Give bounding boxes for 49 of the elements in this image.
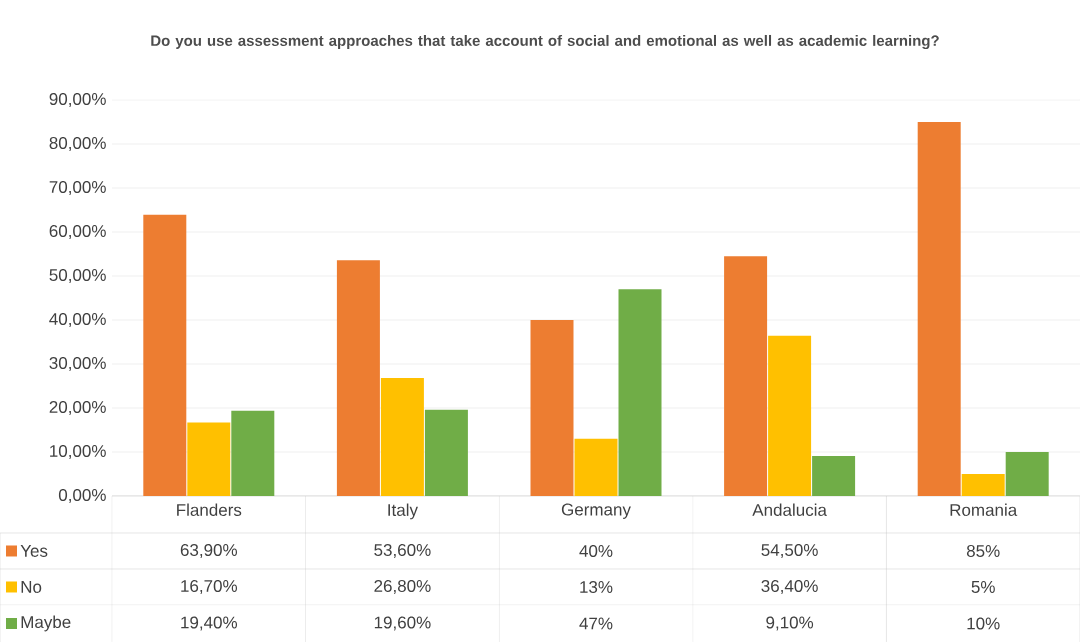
y-tick-label: 0,00% (58, 488, 106, 504)
bar (530, 319, 574, 496)
y-tick-label: 10,00% (50, 444, 106, 460)
bar (618, 289, 662, 496)
y-tick-label: 90,00% (49, 92, 106, 108)
data-label: 26,80% (374, 579, 431, 595)
bar (336, 260, 380, 496)
data-label: 53,60% (374, 543, 431, 559)
bar (424, 409, 468, 496)
bar (143, 214, 187, 496)
legend-label: Yes (20, 545, 48, 557)
x-tick-label: Andalucia (752, 503, 827, 517)
data-label: 19,40% (181, 616, 238, 631)
legend-label: No (21, 581, 42, 593)
bar (724, 256, 768, 496)
x-tick-label: Romania (950, 503, 1018, 517)
bar (961, 473, 1005, 496)
data-label: 5% (971, 581, 995, 593)
bar (574, 438, 618, 496)
y-tick-label: 40,00% (49, 312, 106, 328)
bar (187, 422, 231, 496)
x-tick-label: Germany (561, 503, 631, 519)
bar (917, 122, 961, 496)
data-label: 19,60% (374, 616, 431, 631)
bar (1005, 451, 1049, 496)
legend-label: Maybe (21, 615, 71, 632)
bar (231, 410, 275, 496)
data-label: 63,90% (180, 543, 238, 559)
data-label: 85% (966, 544, 1000, 558)
data-label: 36,40% (761, 579, 818, 595)
data-label: 54,50% (761, 543, 818, 559)
x-tick-label: Flanders (177, 503, 242, 517)
y-tick-label: 50,00% (49, 268, 106, 284)
data-label: 13% (580, 580, 613, 594)
data-label: 40% (579, 544, 613, 558)
y-tick-label: 70,00% (49, 180, 106, 196)
y-tick-label: 20,00% (49, 400, 106, 416)
x-tick-label: Italy (388, 503, 418, 520)
bar (812, 455, 856, 496)
data-label: 16,70% (181, 579, 238, 595)
data-label: 9,10% (766, 616, 814, 631)
bar (768, 335, 812, 496)
y-tick-label: 60,00% (49, 224, 106, 240)
data-label: 47% (579, 617, 613, 630)
chart-title: Do you use assessment approaches that take account of social and emotional as well as academic learning? (151, 34, 939, 50)
data-label: 10% (967, 617, 1000, 630)
y-tick-label: 30,00% (49, 356, 106, 372)
y-tick-label: 80,00% (49, 136, 106, 152)
bar (380, 378, 424, 496)
